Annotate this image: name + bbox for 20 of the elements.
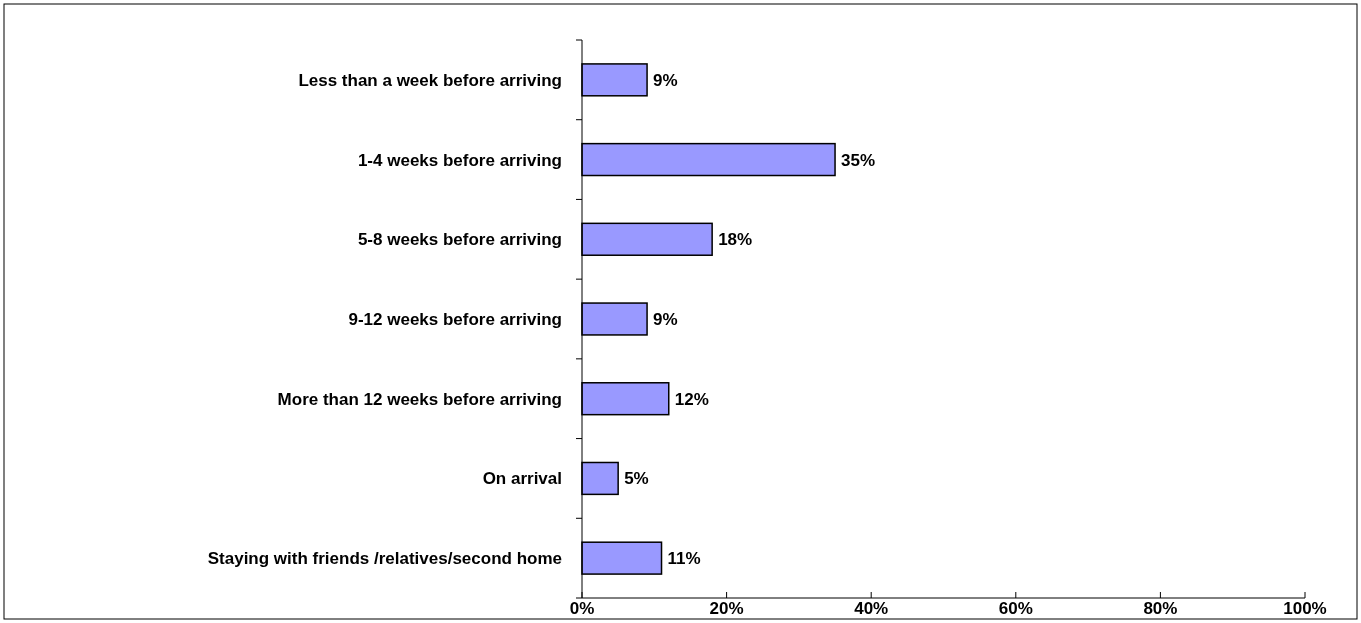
- y-tick-label: 5-8 weeks before arriving: [357, 230, 562, 250]
- y-tick-label: 1-4 weeks before arriving: [357, 150, 562, 170]
- data-label: 9%: [653, 70, 678, 90]
- x-tick-label: 60%: [998, 599, 1033, 618]
- y-tick-label: Staying with friends /relatives/second home: [207, 549, 562, 569]
- x-tick-label: 100%: [1283, 599, 1327, 618]
- y-tick-label: On arrival: [482, 469, 562, 489]
- data-label: 11%: [667, 549, 701, 569]
- data-label: 18%: [718, 230, 753, 250]
- data-label: 9%: [653, 309, 678, 329]
- data-label: 35%: [841, 150, 876, 170]
- y-tick-label: Less than a week before arriving: [298, 70, 562, 90]
- x-tick-label: 0%: [569, 599, 595, 618]
- y-tick-label: 9-12 weeks before arriving: [348, 309, 562, 329]
- data-label: 5%: [624, 469, 649, 489]
- x-tick-label: 20%: [709, 599, 744, 618]
- x-tick-label: 80%: [1143, 599, 1178, 618]
- x-tick-label: 40%: [854, 599, 889, 618]
- data-label: 12%: [674, 389, 709, 409]
- y-tick-label: More than 12 weeks before arriving: [277, 389, 562, 409]
